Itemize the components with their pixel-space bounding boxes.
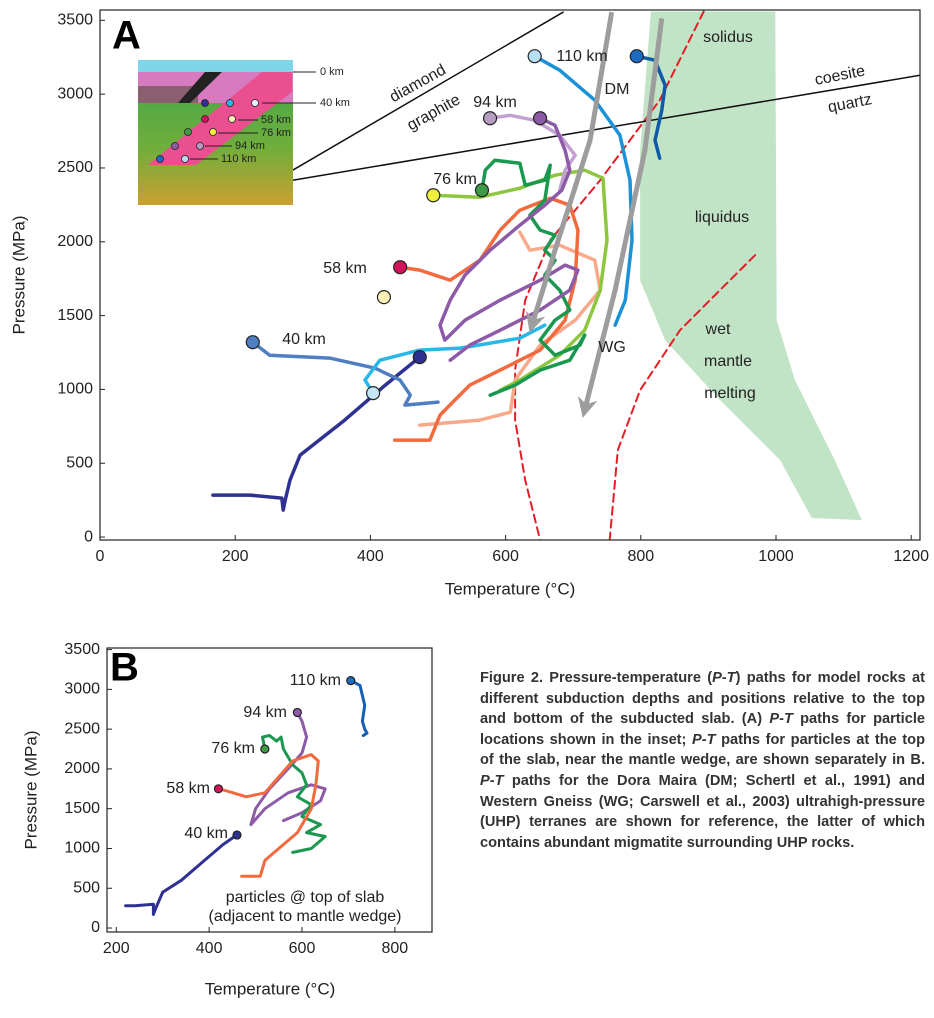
y-axis-title: Pressure (MPa) [21,730,40,849]
melt-field [640,12,862,521]
start-marker [214,785,222,793]
y-tick-label: 2000 [57,233,93,250]
annotation: WG [598,339,626,356]
inset-label: 40 km [320,97,350,109]
x-tick-label: 600 [492,548,519,565]
annotation: solidus [703,29,753,46]
annotation: (adjacent to mantle wedge) [209,908,402,925]
plot-area [213,12,920,541]
x-tick-label: 200 [103,940,130,957]
inset-label: 58 km [261,114,291,126]
depth-label: 110 km [556,48,607,65]
x-tick-label: 1000 [758,548,794,565]
annotation: particles @ top of slab [226,889,385,906]
x-tick-label: 0 [96,548,105,565]
pt-path [126,835,237,915]
depth-label: 40 km [282,331,326,348]
depth-label: 110 km [290,672,341,689]
inset-label: 0 km [320,66,344,78]
start-marker [293,708,301,716]
panel-b: 200 400 600 800 0 500 1000 1500 2000 2500 3000 3500… [21,641,432,999]
start-marker [534,112,547,125]
x-tick-label: 400 [196,940,223,957]
panel-letter: A [112,14,141,58]
inset: 0 km 40 km 58 km 76 km 94 km 110 km [138,60,350,205]
pt-path [482,160,585,395]
x-tick-label: 800 [627,548,654,565]
start-marker [394,261,407,274]
x-axis-title: Temperature (°C) [445,579,576,598]
annotation: melting [704,385,756,402]
y-tick-label: 1000 [57,381,93,398]
annotation: mantle [704,353,752,370]
pt-path [213,357,420,510]
y-tick-label: 3000 [57,85,93,102]
y-tick-label: 0 [91,919,100,936]
y-tick-label: 1000 [64,840,100,857]
start-marker [413,351,426,364]
depth-label: 94 km [473,94,517,111]
start-marker [528,50,541,63]
depth-label: 76 km [211,740,255,757]
x-axis-title: Temperature (°C) [205,979,336,998]
y-axis-title: Pressure (MPa) [9,215,28,334]
phase-boundary [293,12,563,170]
y-tick-label: 500 [66,454,93,471]
pt-path [420,232,600,425]
caption-text: paths for the Dora Maira (DM; Schertl et… [480,773,925,851]
panel-letter: B [110,646,139,690]
annotation: wet [705,321,731,338]
depth-label: 58 km [323,260,367,277]
annotation: quartz [826,91,873,116]
y-tick-label: 2500 [64,720,100,737]
caption-text: P-T [480,773,504,789]
depth-label: 58 km [166,780,210,797]
inset-label: 94 km [235,140,265,152]
caption: Figure 2. Pressure-temperature (P-T) pat… [480,668,925,853]
caption-text: P-T [692,732,716,748]
figure: 0200400600800100012000500100015002000250… [0,0,934,1018]
caption-text: Figure 2. Pressure-temperature ( [480,670,712,686]
start-marker [484,112,497,125]
x-tick-label: 1200 [893,548,929,565]
y-tick-label: 3000 [64,681,100,698]
y-tick-label: 2500 [57,159,93,176]
x-tick-label: 400 [357,548,384,565]
x-tick-label: 800 [382,940,409,957]
y-tick-label: 0 [84,528,93,545]
y-tick-label: 1500 [64,800,100,817]
caption-text: P-T [712,670,736,686]
y-tick-label: 500 [73,879,100,896]
annotation: DM [605,81,630,98]
inset-ocean [138,60,293,72]
caption-text: P-T [769,711,793,727]
y-tick-label: 3500 [64,641,100,658]
y-tick-label: 3500 [57,12,93,29]
page: 0200400600800100012000500100015002000250… [0,0,934,1018]
start-marker [377,291,390,304]
depth-label: 40 km [184,825,228,842]
start-marker [367,387,380,400]
depth-label: 94 km [243,704,287,721]
pt-path [490,115,575,190]
start-marker [427,189,440,202]
start-marker [261,745,269,753]
inset-label: 110 km [221,153,256,165]
inset-label: 76 km [261,127,291,139]
annotation: liquidus [695,209,749,226]
y-tick-label: 1500 [57,307,93,324]
pt-path [351,681,367,736]
start-marker [630,50,643,63]
x-tick-label: 600 [289,940,316,957]
y-tick-label: 2000 [64,760,100,777]
annotation: graphite [404,91,463,134]
start-marker [475,184,488,197]
x-tick-label: 200 [222,548,249,565]
start-marker [347,677,355,685]
start-marker [233,831,241,839]
depth-label: 76 km [433,171,477,188]
start-marker [246,336,259,349]
